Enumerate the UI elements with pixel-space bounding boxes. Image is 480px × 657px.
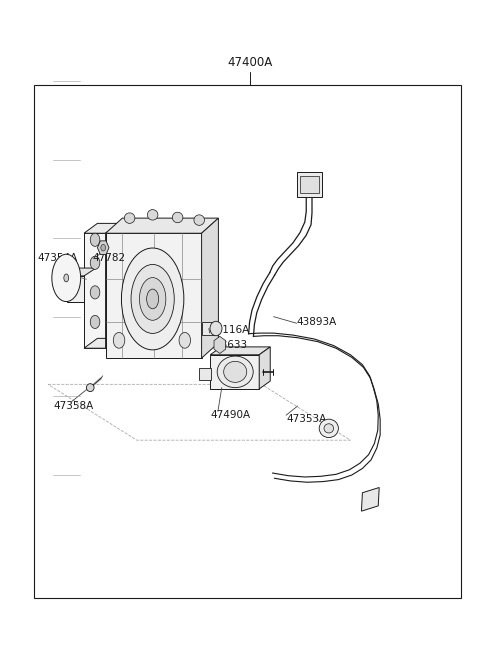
Polygon shape (67, 276, 84, 302)
Bar (34, 85, 461, 598)
Ellipse shape (86, 384, 94, 392)
Polygon shape (259, 347, 270, 389)
Ellipse shape (324, 424, 334, 433)
Text: 43893A: 43893A (297, 317, 337, 327)
Text: 47400A: 47400A (227, 56, 272, 69)
Polygon shape (67, 268, 96, 276)
Text: 48633: 48633 (215, 340, 248, 350)
Polygon shape (106, 218, 218, 233)
Text: 47358A: 47358A (54, 401, 94, 411)
Ellipse shape (217, 356, 253, 388)
Ellipse shape (172, 212, 183, 223)
Circle shape (90, 256, 100, 269)
Polygon shape (84, 338, 119, 348)
Circle shape (179, 332, 191, 348)
Polygon shape (361, 487, 379, 511)
Ellipse shape (194, 215, 204, 225)
Polygon shape (210, 347, 270, 355)
Polygon shape (210, 355, 259, 389)
Polygon shape (202, 218, 218, 358)
Text: 47353A: 47353A (286, 414, 326, 424)
Text: 47354A: 47354A (37, 253, 77, 263)
Text: 47116A: 47116A (210, 325, 250, 336)
Circle shape (101, 244, 106, 251)
Bar (297, 172, 322, 197)
Ellipse shape (319, 419, 338, 438)
Polygon shape (84, 233, 106, 348)
Text: 47782: 47782 (92, 253, 125, 263)
Polygon shape (214, 336, 226, 353)
Ellipse shape (64, 274, 69, 282)
Ellipse shape (147, 289, 158, 309)
Ellipse shape (52, 254, 81, 302)
Ellipse shape (124, 213, 135, 223)
Circle shape (90, 315, 100, 328)
Circle shape (90, 233, 100, 246)
Polygon shape (106, 233, 202, 358)
Circle shape (113, 332, 125, 348)
Polygon shape (84, 223, 119, 233)
Ellipse shape (224, 361, 247, 382)
Polygon shape (199, 368, 211, 380)
Polygon shape (202, 322, 215, 335)
Circle shape (90, 286, 100, 299)
Bar (300, 176, 319, 193)
Ellipse shape (210, 321, 222, 336)
Polygon shape (97, 241, 109, 254)
Text: 47490A: 47490A (210, 410, 251, 420)
Ellipse shape (140, 277, 166, 320)
Polygon shape (106, 223, 119, 348)
Ellipse shape (121, 248, 184, 350)
Ellipse shape (131, 264, 174, 333)
Ellipse shape (147, 210, 158, 220)
